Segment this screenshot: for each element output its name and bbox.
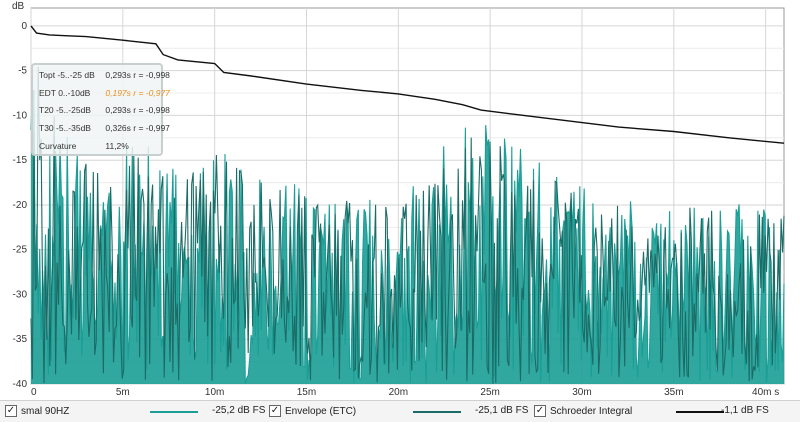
stat-value: 0,293s [105, 70, 131, 80]
stat-r: r = -0,998 [133, 105, 170, 115]
legend-item-envelope-etc[interactable]: ✓ Envelope (ETC) [269, 404, 356, 418]
y-tick-label: -20 [13, 200, 28, 211]
legend-item-smal-90hz[interactable]: ✓ smal 90HZ [5, 404, 69, 418]
x-tick-label: 10m [205, 387, 224, 398]
y-tick-label: -10 [13, 110, 28, 121]
axis-labels: 0 -5 -10 -15 -20 -25 -30 -35 -40 dB 0 5m 10m 15m 20m 25… [12, 1, 779, 398]
y-tick-label: -15 [13, 155, 28, 166]
stat-row: Curvature 11,2% [39, 141, 129, 151]
x-tick-label: 5m [116, 387, 130, 398]
series-layer [30, 25, 785, 385]
stat-row: T30 -5..-35dB 0,326s r = -0,997 [39, 123, 170, 133]
chart: 0 -5 -10 -15 -20 -25 -30 -35 -40 dB 0 5m 10m 15m 20m 25… [12, 1, 785, 398]
x-tick-label: 20m [389, 387, 408, 398]
y-tick-label: -25 [13, 245, 28, 256]
x-tick-label: 25m [480, 387, 499, 398]
series-line [30, 25, 785, 144]
stat-r: r = -0,977 [133, 88, 170, 98]
legend-label: Schroeder Integral [550, 405, 633, 417]
stat-value: 0,326s [105, 123, 131, 133]
legend-label: Envelope (ETC) [285, 405, 357, 417]
legend-checkbox[interactable]: ✓ [5, 405, 17, 417]
legend-value: -25,1 dB FS [475, 405, 529, 416]
legend-swatch [150, 411, 198, 413]
legend-swatch [413, 411, 461, 413]
series-line [30, 66, 785, 384]
stat-label: T30 -5..-35dB [39, 123, 91, 133]
y-tick-label: -5 [18, 66, 27, 77]
legend-item-schroeder-integral[interactable]: ✓ Schroeder Integral [534, 404, 632, 418]
y-tick-label: -30 [13, 289, 28, 300]
y-unit-label: dB [12, 1, 25, 12]
x-tick-label: 0 [31, 387, 37, 398]
x-tick-label: 35m [664, 387, 683, 398]
stat-row: EDT 0..-10dB 0,197s r = -0,977 [39, 88, 170, 98]
stat-value: 11,2% [105, 141, 129, 151]
stat-r: r = -0,997 [133, 123, 170, 133]
stat-row: T20 -5..-25dB 0,293s r = -0,998 [39, 105, 170, 115]
y-tick-label: 0 [21, 21, 27, 32]
stat-label: T20 -5..-25dB [39, 105, 91, 115]
stat-value: 0,293s [105, 105, 131, 115]
legend-value: -25,2 dB FS [212, 405, 266, 416]
stat-label: Curvature [39, 141, 77, 151]
legend-value: -1,1 dB FS [721, 405, 769, 416]
y-tick-label: -40 [13, 379, 28, 390]
decay-stats-panel: Topt -5..-25 dB 0,293s r = -0,998 EDT 0.… [31, 63, 170, 156]
y-tick-label: -35 [13, 334, 28, 345]
legend-checkbox[interactable]: ✓ [269, 405, 281, 417]
stat-label: EDT 0..-10dB [39, 88, 91, 98]
x-tick-label: 30m [572, 387, 591, 398]
x-tick-label: 40m s [752, 387, 779, 398]
stat-value: 0,197s [105, 88, 131, 98]
series-fill [31, 90, 784, 385]
stat-label: Topt -5..-25 dB [39, 70, 95, 80]
stat-row: Topt -5..-25 dB 0,293s r = -0,998 [39, 70, 170, 80]
legend-swatch [676, 411, 724, 413]
legend: ✓ smal 90HZ -25,2 dB FS ✓ Envelope (ETC)… [0, 400, 800, 422]
legend-checkbox[interactable]: ✓ [534, 405, 546, 417]
stat-r: r = -0,998 [133, 70, 170, 80]
legend-label: smal 90HZ [21, 405, 70, 417]
x-tick-label: 15m [297, 387, 316, 398]
